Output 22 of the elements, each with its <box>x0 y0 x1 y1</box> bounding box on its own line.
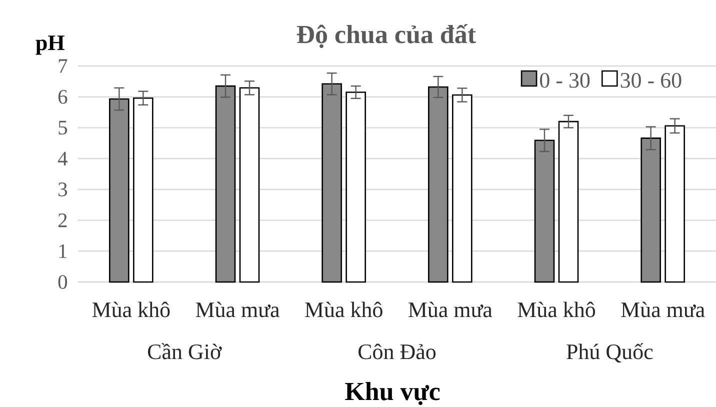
x-tick-label: Mùa mưa <box>621 302 705 318</box>
chart-title: Độ chua của đất <box>296 24 476 48</box>
x-tick-label: Mùa khô <box>518 302 596 318</box>
x-tick-label: Mùa khô <box>305 302 382 318</box>
y-tick-label: 3 <box>58 182 68 196</box>
y-tick-label: 6 <box>58 90 68 104</box>
y-tick-label: 0 <box>58 275 68 289</box>
y-tick-label: 5 <box>58 120 68 135</box>
text: Cần Giờ <box>148 343 222 360</box>
x-tick-label: Mùa khô <box>92 302 170 318</box>
text: Côn Đảo <box>358 344 436 360</box>
x-axis-title: Khu vực <box>345 382 440 406</box>
y-axis-title: pH <box>36 36 64 55</box>
y-tick-label: 7 <box>58 59 68 73</box>
legend-label: 0 - 30 <box>540 72 590 88</box>
y-tick-label: 4 <box>58 152 68 166</box>
y-tick-label: 2 <box>58 213 67 228</box>
text: Phú Quốc <box>566 343 653 363</box>
x-tick-label: Mùa mưa <box>196 302 280 318</box>
y-tick-label: 1 <box>59 244 67 258</box>
legend-label: 30 - 60 <box>620 72 682 88</box>
x-tick-label: Mùa mưa <box>408 302 492 318</box>
